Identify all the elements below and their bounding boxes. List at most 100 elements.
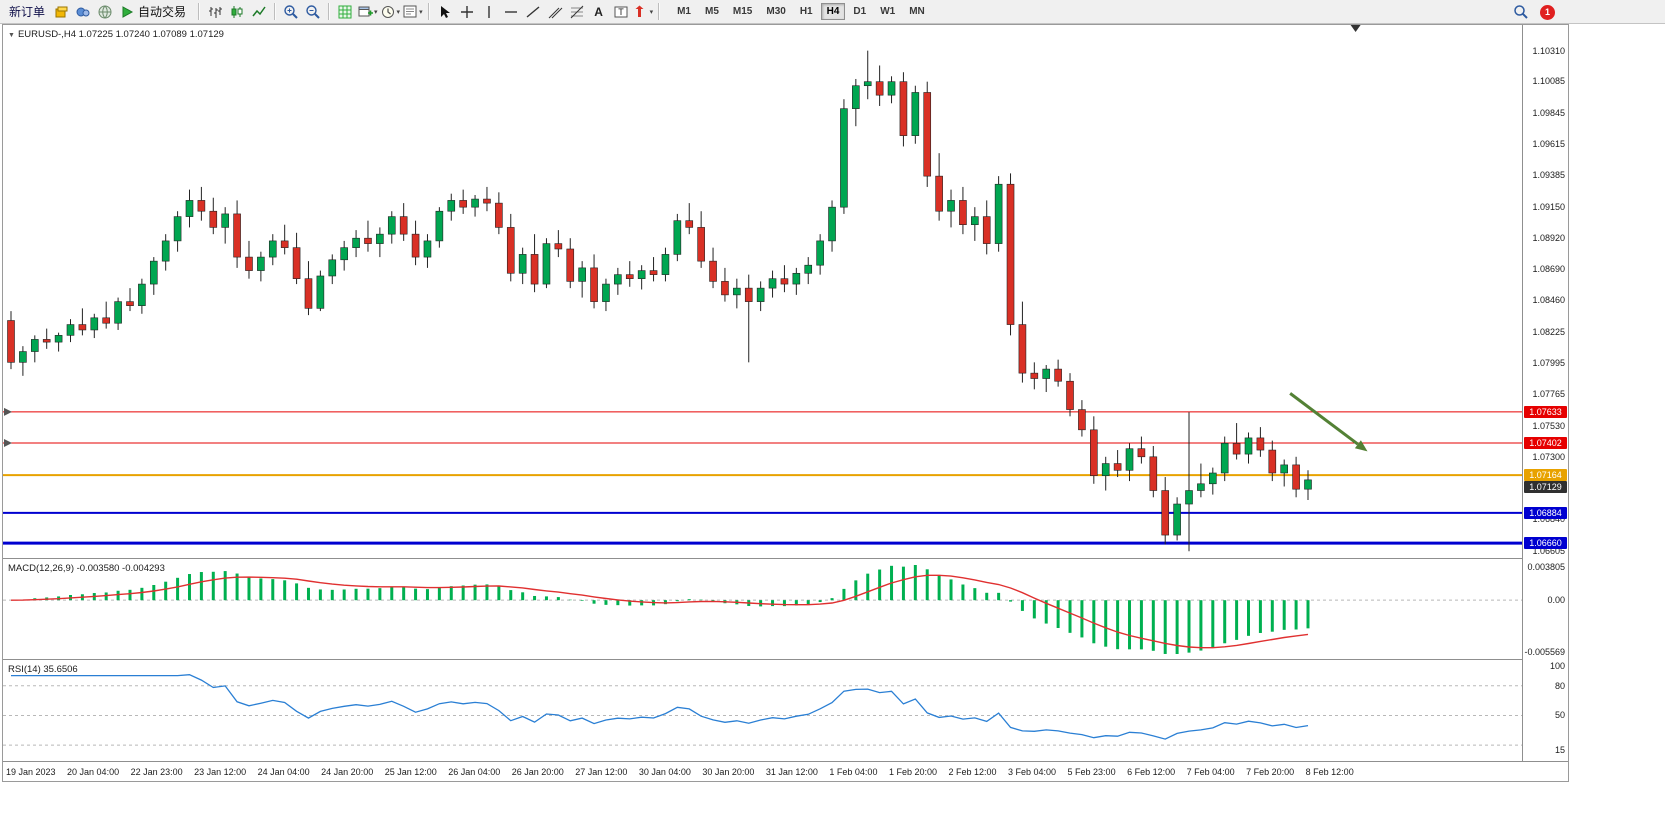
- time-axis-label: 26 Jan 04:00: [448, 767, 501, 777]
- globe-icon[interactable]: [95, 2, 115, 22]
- time-axis[interactable]: 19 Jan 2023 20 Jan 04:00 22 Jan 23:00 23 Ja…: [6, 763, 1354, 781]
- macd-histogram: [21, 565, 1310, 654]
- rsi-chart[interactable]: [3, 661, 1522, 760]
- pane-separator[interactable]: [3, 659, 1568, 660]
- toolbar-separator: [274, 3, 277, 20]
- macd-signal-line: [10, 574, 1309, 649]
- toolbar-right-group: 1: [1510, 2, 1555, 22]
- price-tick: 1.07300: [1532, 451, 1565, 462]
- arrows-tool-icon[interactable]: ▾: [633, 2, 653, 22]
- auto-trading-button[interactable]: 自动交易: [117, 2, 193, 22]
- chevron-down-icon: ▾: [374, 8, 378, 16]
- timeframe-M5[interactable]: M5: [705, 6, 719, 17]
- annotation-arrowhead: [1354, 440, 1368, 452]
- channel-icon[interactable]: [545, 2, 565, 22]
- label-tool-icon[interactable]: T: [611, 2, 631, 22]
- timeframe-H4[interactable]: H4: [820, 3, 846, 20]
- bar-chart-icon[interactable]: [205, 2, 225, 22]
- candlestick-chart-icon[interactable]: [227, 2, 247, 22]
- time-axis-label: 24 Jan 04:00: [257, 767, 310, 777]
- time-axis-label: 6 Feb 12:00: [1127, 767, 1176, 777]
- candles-group[interactable]: [7, 50, 1312, 552]
- current-price-badge: 1.07129: [1524, 480, 1567, 493]
- svg-text:T: T: [618, 7, 624, 17]
- rsi-axis-tick: 100: [1549, 660, 1565, 671]
- line-chart-icon[interactable]: [249, 2, 269, 22]
- time-axis-label: 27 Jan 12:00: [575, 767, 628, 777]
- crosshair-icon[interactable]: [457, 2, 477, 22]
- price-tick: 1.10085: [1532, 75, 1565, 86]
- timeframe-M30[interactable]: M30: [766, 6, 786, 17]
- timeframe-M1[interactable]: M1: [677, 6, 691, 17]
- time-axis-label: 7 Feb 20:00: [1246, 767, 1295, 777]
- price-tick: 1.08690: [1532, 264, 1565, 275]
- time-axis-label: 8 Feb 12:00: [1305, 767, 1354, 777]
- price-tick: 1.07530: [1532, 420, 1565, 431]
- macd-axis-tick: 0.003805: [1527, 562, 1565, 572]
- macd-chart[interactable]: [3, 560, 1522, 659]
- chevron-down-icon: ▾: [396, 8, 401, 16]
- templates-button[interactable]: ▾: [402, 2, 423, 22]
- notification-badge[interactable]: 1: [1540, 4, 1555, 20]
- trendline-icon[interactable]: [523, 2, 543, 22]
- cursor-icon[interactable]: [435, 2, 455, 22]
- blue-dots-icon[interactable]: [73, 2, 93, 22]
- period-clock-button[interactable]: ▾: [380, 2, 401, 22]
- rsi-axis-tick: 50: [1554, 710, 1565, 721]
- fibonacci-icon[interactable]: [567, 2, 587, 22]
- zoom-in-icon[interactable]: [281, 2, 301, 22]
- time-axis-label: 23 Jan 12:00: [194, 767, 247, 777]
- autotrade-play-icon: [122, 5, 134, 18]
- price-line-badge: 1.06660: [1524, 537, 1567, 550]
- hline-left-marker: [4, 407, 12, 416]
- timeframe-W1[interactable]: W1: [880, 6, 896, 17]
- chart-window: ▼ EURUSD-,H4 1.07225 1.07240 1.07089 1.07…: [2, 24, 1569, 782]
- vertical-line-icon[interactable]: [479, 2, 499, 22]
- macd-label: MACD(12,26,9) -0.003580 -0.004293: [8, 563, 165, 574]
- shift-marker-icon[interactable]: [1350, 25, 1361, 32]
- price-tick: 1.10310: [1532, 45, 1565, 56]
- price-axis[interactable]: 1.10310 1.10085 1.09845 1.09615 1.09385 1.091…: [1522, 25, 1568, 761]
- new-chart-button[interactable]: ▾: [357, 2, 378, 22]
- price-tick: 1.09385: [1532, 170, 1565, 181]
- text-tool-icon[interactable]: A: [594, 4, 603, 19]
- collapse-icon[interactable]: ▼: [8, 32, 15, 39]
- time-axis-label: 25 Jan 12:00: [384, 767, 437, 777]
- price-tick: 1.08225: [1532, 326, 1565, 337]
- new-order-button[interactable]: 新订单: [9, 5, 46, 19]
- candlestick-chart[interactable]: [3, 25, 1522, 558]
- toolbar-separator: [427, 3, 430, 20]
- gold-box-icon[interactable]: [51, 2, 71, 22]
- timeframe-MN[interactable]: MN: [909, 6, 925, 17]
- search-icon[interactable]: [1511, 2, 1531, 22]
- pane-separator[interactable]: [3, 558, 1568, 559]
- timeframe-H1[interactable]: H1: [799, 6, 813, 17]
- pane-separator: [3, 761, 1568, 762]
- zoom-out-icon[interactable]: [303, 2, 323, 22]
- timeframe-D1[interactable]: D1: [853, 6, 867, 17]
- macd-axis-tick: 0.00: [1547, 595, 1565, 606]
- rsi-label: RSI(14) 35.6506: [8, 664, 78, 675]
- price-tick: 1.06605: [1532, 545, 1565, 556]
- time-axis-label: 2 Feb 12:00: [948, 767, 997, 777]
- time-axis-label: 3 Feb 04:00: [1008, 767, 1057, 777]
- price-tick: 1.07995: [1532, 358, 1565, 369]
- rsi-axis-tick: 15: [1554, 745, 1565, 756]
- price-line-badge: 1.07633: [1524, 405, 1567, 418]
- price-tick: 1.09615: [1532, 139, 1565, 150]
- hline-left-marker: [4, 439, 12, 448]
- price-tick: 1.08460: [1532, 295, 1565, 306]
- time-axis-label: 26 Jan 20:00: [511, 767, 564, 777]
- grid-icon[interactable]: [335, 2, 355, 22]
- horizontal-line-icon[interactable]: [501, 2, 521, 22]
- price-line-badge: 1.07402: [1524, 437, 1567, 450]
- timeframe-M15[interactable]: M15: [732, 6, 753, 17]
- auto-trading-label: 自动交易: [138, 5, 187, 19]
- toolbar: 新订单 自动交易: [0, 0, 1665, 24]
- price-line-badge: 1.07164: [1524, 469, 1567, 482]
- price-tick: 1.09845: [1532, 108, 1565, 119]
- rsi-line: [11, 674, 1309, 740]
- time-axis-label: 5 Feb 23:00: [1067, 767, 1116, 777]
- annotation-arrow[interactable]: [1289, 392, 1359, 446]
